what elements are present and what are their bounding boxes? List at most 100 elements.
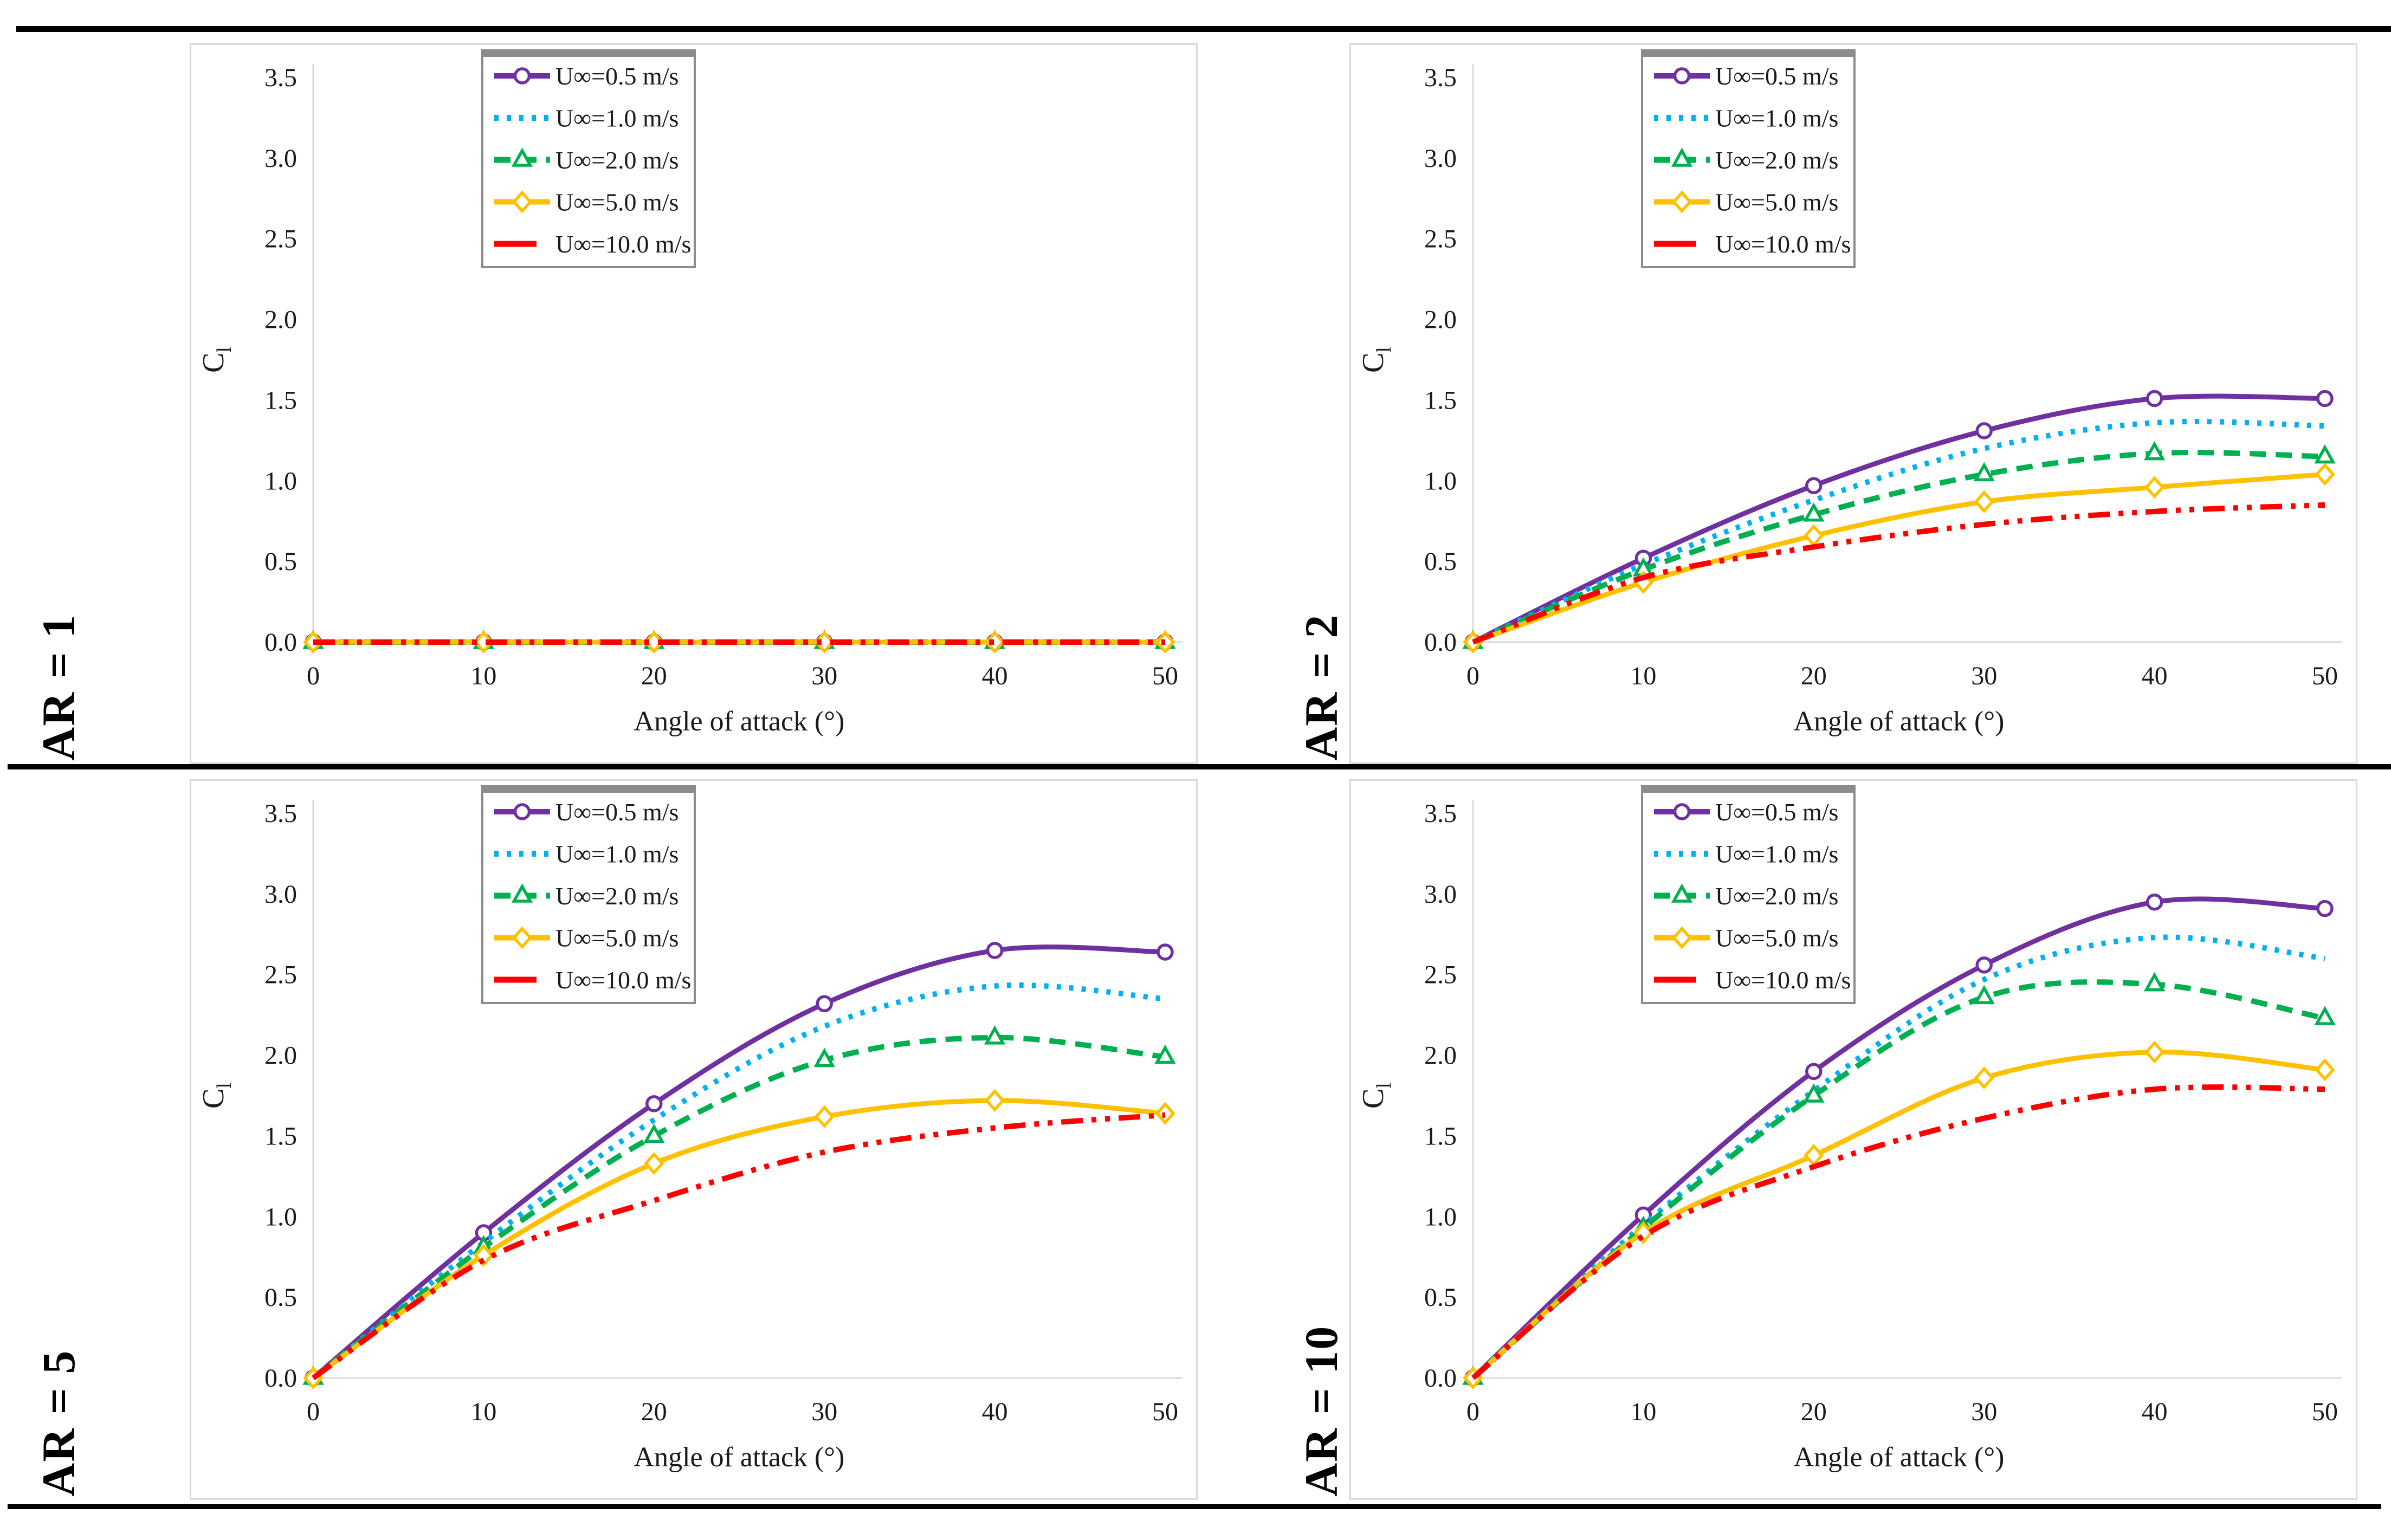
legend-box-top-bevel [1641,49,1856,57]
y-tick-label: 1.5 [264,1122,297,1150]
y-tick-label: 1.5 [1424,386,1457,415]
series-line-u50 [312,1098,1166,1380]
series-u20-triangle-marker [643,1123,665,1143]
x-tick-label: 20 [1801,1397,1827,1426]
y-axis-title: Cl [197,1083,236,1109]
x-tick-label: 30 [811,662,837,690]
y-tick-label: 0.0 [264,628,297,657]
series-u05-circle-marker [2316,900,2334,917]
series-u20-triangle-marker [984,1025,1006,1045]
legend-u20-triangle-marker [1671,147,1693,167]
y-tick-label: 0.0 [264,1364,297,1393]
series-line-u20 [1472,450,2325,645]
series-line-u05 [1472,393,2325,645]
y-axis-title: Cl [1356,347,1395,373]
y-tick-label: 3.0 [1424,144,1457,173]
series-line-u50 [1472,471,2325,645]
series-u50-diamond-marker [814,630,835,654]
legend-box-top-bevel [481,49,696,57]
x-tick-label: 20 [641,662,667,690]
series-u50-diamond-marker [2315,463,2335,486]
x-tick-label: 30 [1971,1397,1997,1426]
legend-label-u05: U∞=0.5 m/s [1715,798,1838,826]
x-tick-label: 50 [1152,1397,1178,1426]
y-tick-label: 2.0 [264,306,297,334]
series-u50-diamond-marker [473,630,494,654]
series-u50-diamond-marker [1974,1066,1994,1090]
legend-u50-diamond-marker [1671,190,1692,213]
y-tick-label: 0.0 [1424,1364,1457,1393]
y-tick-label: 2.0 [1424,306,1457,334]
series-u20-triangle-marker [813,1047,835,1067]
legend-u50-diamond-marker [512,926,533,949]
y-tick-label: 0.5 [264,1283,297,1312]
x-tick-label: 10 [1630,1397,1656,1426]
series-line-u10 [1471,934,2325,1380]
series-u20-triangle-marker [2314,444,2336,464]
series-u05-circle-marker [1805,1063,1823,1080]
y-axis-title: Cl [197,347,236,373]
y-tick-label: 1.0 [1424,1202,1457,1231]
series-u50-diamond-marker [644,630,664,654]
series-u05-circle-marker [816,995,833,1013]
series-line-u10 [1471,418,2325,645]
series-u50-diamond-marker [814,1105,835,1128]
series-u50-diamond-marker [2144,1040,2165,1064]
x-tick-label: 10 [470,662,496,690]
legend-u05-circle-marker [513,67,531,85]
ar-label-1: AR = 1 [33,613,85,761]
x-tick-label: 40 [982,662,1008,690]
legend-label-u05: U∞=0.5 m/s [555,62,678,90]
legend-label-u20: U∞=2.0 m/s [1715,882,1838,910]
ar-label-2: AR = 2 [1295,613,1347,761]
series-line-u100 [1471,1084,2325,1380]
middle-divider-line [8,764,2391,769]
legend-u05-circle-marker [1673,803,1691,820]
x-tick-label: 50 [2312,662,2338,690]
legend-label-u20: U∞=2.0 m/s [555,146,678,174]
y-tick-label: 3.5 [1424,799,1457,828]
legend-label-u50: U∞=5.0 m/s [555,189,678,216]
series-u20-triangle-marker [1803,502,1825,522]
series-u50-diamond-marker [984,630,1005,654]
y-tick-label: 3.0 [264,144,297,173]
legend-label-u100: U∞=10.0 m/s [1715,966,1851,994]
chart-ar-2: 0.0 0.5 1.0 1.5 2.0 2.5 3.0 3.5 0 10 20 30 40 50 Angle… [1349,43,2357,764]
legend-label-u50: U∞=5.0 m/s [1715,189,1838,216]
series-u05-circle-marker [1975,956,1993,974]
chart-ar-5: 0.0 0.5 1.0 1.5 2.0 2.5 3.0 3.5 0 10 20 30 40 50 Angle… [190,779,1198,1500]
legend-u20-triangle-marker [1671,883,1693,903]
legend-u20-triangle-marker [511,147,533,167]
x-axis-title: Angle of attack (°) [1794,1442,2005,1473]
y-tick-label: 2.0 [264,1041,297,1070]
x-tick-label: 20 [641,1397,667,1426]
series-line-u100 [312,1112,1166,1381]
legend-label-u20: U∞=2.0 m/s [1715,146,1838,174]
series-u50-diamond-marker [2315,1058,2335,1082]
y-tick-label: 3.5 [264,63,297,92]
legend-label-u100: U∞=10.0 m/s [555,966,691,994]
series-line-u20 [311,1034,1166,1380]
series-u05-circle-marker [1975,422,1993,439]
legend-label-u10: U∞=1.0 m/s [1715,840,1838,868]
series-u20-triangle-marker [1973,462,1995,482]
series-u50-diamond-marker [1974,490,1994,514]
ar-label-5: AR = 5 [33,1349,85,1497]
y-tick-label: 2.5 [264,225,297,254]
x-tick-label: 0 [1466,662,1479,690]
top-divider-line [16,26,2391,32]
x-tick-label: 40 [2142,662,2168,690]
series-u50-diamond-marker [1155,1102,1175,1125]
y-tick-label: 0.5 [1424,1283,1457,1312]
legend-label-u50: U∞=5.0 m/s [555,924,678,952]
y-tick-label: 0.0 [1424,628,1457,657]
x-tick-label: 20 [1801,662,1827,690]
x-tick-label: 10 [470,1397,496,1426]
chart-ar-1: 0.0 0.5 1.0 1.5 2.0 2.5 3.0 3.5 0 10 20 30 40 50 Angle… [190,43,1198,764]
legend-label-u10: U∞=1.0 m/s [555,105,678,132]
y-tick-label: 3.0 [1424,880,1457,909]
x-tick-label: 30 [811,1397,837,1426]
series-u05-circle-marker [1805,477,1823,494]
legend-label-u20: U∞=2.0 m/s [555,882,678,910]
